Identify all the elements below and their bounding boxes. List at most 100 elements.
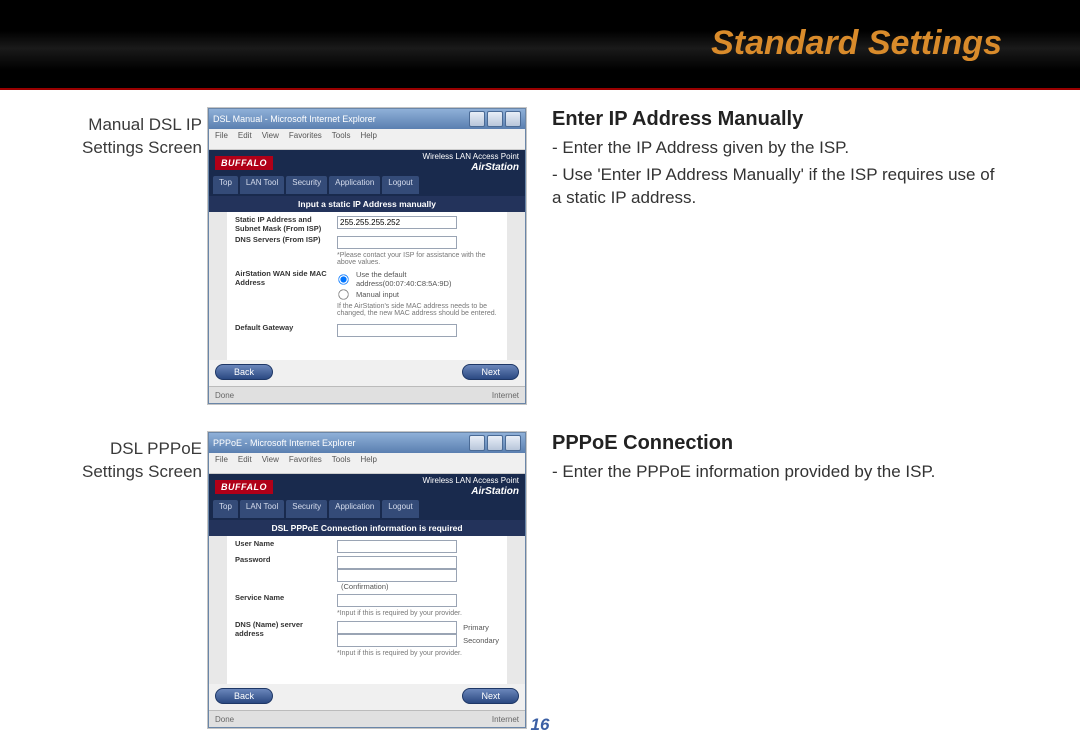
brand-bar: BUFFALO Wireless LAN Access Point AirSta… xyxy=(209,150,525,176)
brand-logo: BUFFALO xyxy=(215,480,273,494)
status-left: Done xyxy=(215,391,234,400)
back-button[interactable]: Back xyxy=(215,688,273,704)
product-line1: Wireless LAN Access Point xyxy=(423,153,519,162)
screenshot-pppoe: PPPoE - Microsoft Internet Explorer File… xyxy=(208,432,528,728)
menu-item[interactable]: Tools xyxy=(332,131,351,147)
window-body: BUFFALO Wireless LAN Access Point AirSta… xyxy=(209,150,525,386)
label-username: User Name xyxy=(235,540,331,549)
desc-pppoe-line1: - Enter the PPPoE information provided b… xyxy=(552,461,1008,484)
menu-item[interactable]: Help xyxy=(360,455,376,471)
tab-application[interactable]: Application xyxy=(329,176,380,194)
ie-window-pppoe: PPPoE - Microsoft Internet Explorer File… xyxy=(208,432,526,728)
label-dns-pppoe: DNS (Name) server address xyxy=(235,621,331,638)
minimize-icon[interactable] xyxy=(469,111,485,127)
tab-lan[interactable]: LAN Tool xyxy=(240,176,284,194)
label-mac: AirStation WAN side MAC Address xyxy=(235,270,331,287)
next-button[interactable]: Next xyxy=(462,364,519,380)
product-name: Wireless LAN Access Point AirStation xyxy=(423,477,519,497)
radio-mac-manual[interactable] xyxy=(338,290,348,300)
label-service: Service Name xyxy=(235,594,331,603)
header-band: Standard Settings xyxy=(0,0,1080,90)
menu-item[interactable]: Favorites xyxy=(289,131,322,147)
minimize-icon[interactable] xyxy=(469,435,485,451)
label-password: Password xyxy=(235,556,331,565)
menu-item[interactable]: View xyxy=(262,455,279,471)
note-mac: If the AirStation's side MAC address nee… xyxy=(337,303,499,317)
label-gateway: Default Gateway xyxy=(235,324,331,333)
note-dns: *Please contact your ISP for assistance … xyxy=(337,252,499,266)
input-dns[interactable] xyxy=(337,236,457,249)
note-dns-pppoe: *Input if this is required by your provi… xyxy=(337,650,499,657)
input-dns-primary[interactable] xyxy=(337,621,457,634)
desc-ip-line2: - Use 'Enter IP Address Manually' if the… xyxy=(552,164,1008,210)
tab-logout[interactable]: Logout xyxy=(382,500,418,518)
input-password-confirm[interactable] xyxy=(337,569,457,582)
form-title-bar: Input a static IP Address manually xyxy=(209,196,525,212)
desc-ip-line1: - Enter the IP Address given by the ISP. xyxy=(552,137,1008,160)
menu-item[interactable]: View xyxy=(262,131,279,147)
row-ip-settings: Manual DSL IP Settings Screen DSL Manual… xyxy=(52,108,1008,404)
product-line2: AirStation xyxy=(423,162,519,173)
input-gateway[interactable] xyxy=(337,324,457,337)
window-title-text: PPPoE - Microsoft Internet Explorer xyxy=(213,438,356,448)
window-sys-buttons xyxy=(469,435,521,451)
menu-item[interactable]: Edit xyxy=(238,455,252,471)
label-confirm: (Confirmation) xyxy=(341,582,389,591)
tab-lan[interactable]: LAN Tool xyxy=(240,500,284,518)
menu-item[interactable]: File xyxy=(215,455,228,471)
heading-ip: Enter IP Address Manually xyxy=(552,108,1008,131)
label-primary: Primary xyxy=(463,623,489,632)
product-line2: AirStation xyxy=(423,486,519,497)
tab-application[interactable]: Application xyxy=(329,500,380,518)
window-titlebar: DSL Manual - Microsoft Internet Explorer xyxy=(209,109,525,129)
window-menubar: File Edit View Favorites Tools Help xyxy=(209,129,525,150)
close-icon[interactable] xyxy=(505,111,521,127)
nav-tabs: Top LAN Tool Security Application Logout xyxy=(209,176,525,196)
desc-pppoe: PPPoE Connection - Enter the PPPoE infor… xyxy=(552,432,1008,488)
form-title-bar: DSL PPPoE Connection information is requ… xyxy=(209,520,525,536)
manual-page: Standard Settings Manual DSL IP Settings… xyxy=(0,0,1080,747)
screenshot-ip: DSL Manual - Microsoft Internet Explorer… xyxy=(208,108,528,404)
close-icon[interactable] xyxy=(505,435,521,451)
radio-mac-default-label: Use the default address(00:07:40:C8:5A:9… xyxy=(356,270,499,288)
note-service: *Input if this is required by your provi… xyxy=(337,610,499,617)
maximize-icon[interactable] xyxy=(487,111,503,127)
tab-top[interactable]: Top xyxy=(213,176,238,194)
input-static-ip[interactable] xyxy=(337,216,457,229)
menu-item[interactable]: Edit xyxy=(238,131,252,147)
menu-item[interactable]: Favorites xyxy=(289,455,322,471)
menu-item[interactable]: Tools xyxy=(332,455,351,471)
tab-top[interactable]: Top xyxy=(213,500,238,518)
window-sys-buttons xyxy=(469,111,521,127)
ie-window-ip: DSL Manual - Microsoft Internet Explorer… xyxy=(208,108,526,404)
product-name: Wireless LAN Access Point AirStation xyxy=(423,153,519,173)
status-bar: Done Internet xyxy=(209,386,525,403)
tab-security[interactable]: Security xyxy=(286,500,327,518)
radio-mac-default[interactable] xyxy=(338,274,348,284)
menu-item[interactable]: Help xyxy=(360,131,376,147)
page-header-title: Standard Settings xyxy=(711,24,1002,63)
heading-pppoe: PPPoE Connection xyxy=(552,432,1008,455)
tab-security[interactable]: Security xyxy=(286,176,327,194)
status-right: Internet xyxy=(492,391,519,400)
window-title-text: DSL Manual - Microsoft Internet Explorer xyxy=(213,114,376,124)
row-pppoe: DSL PPPoE Settings Screen PPPoE - Micros… xyxy=(52,432,1008,728)
back-button[interactable]: Back xyxy=(215,364,273,380)
radio-mac-manual-label: Manual input xyxy=(356,290,399,299)
window-body: BUFFALO Wireless LAN Access Point AirSta… xyxy=(209,474,525,710)
menu-item[interactable]: File xyxy=(215,131,228,147)
next-button[interactable]: Next xyxy=(462,688,519,704)
content-area: Manual DSL IP Settings Screen DSL Manual… xyxy=(52,108,1008,707)
input-password[interactable] xyxy=(337,556,457,569)
label-secondary: Secondary xyxy=(463,636,499,645)
tab-logout[interactable]: Logout xyxy=(382,176,418,194)
maximize-icon[interactable] xyxy=(487,435,503,451)
form-area-ip: Static IP Address and Subnet Mask (From … xyxy=(209,212,525,360)
window-menubar: File Edit View Favorites Tools Help xyxy=(209,453,525,474)
input-username[interactable] xyxy=(337,540,457,553)
nav-tabs: Top LAN Tool Security Application Logout xyxy=(209,500,525,520)
brand-bar: BUFFALO Wireless LAN Access Point AirSta… xyxy=(209,474,525,500)
brand-logo: BUFFALO xyxy=(215,156,273,170)
input-dns-secondary[interactable] xyxy=(337,634,457,647)
input-service[interactable] xyxy=(337,594,457,607)
